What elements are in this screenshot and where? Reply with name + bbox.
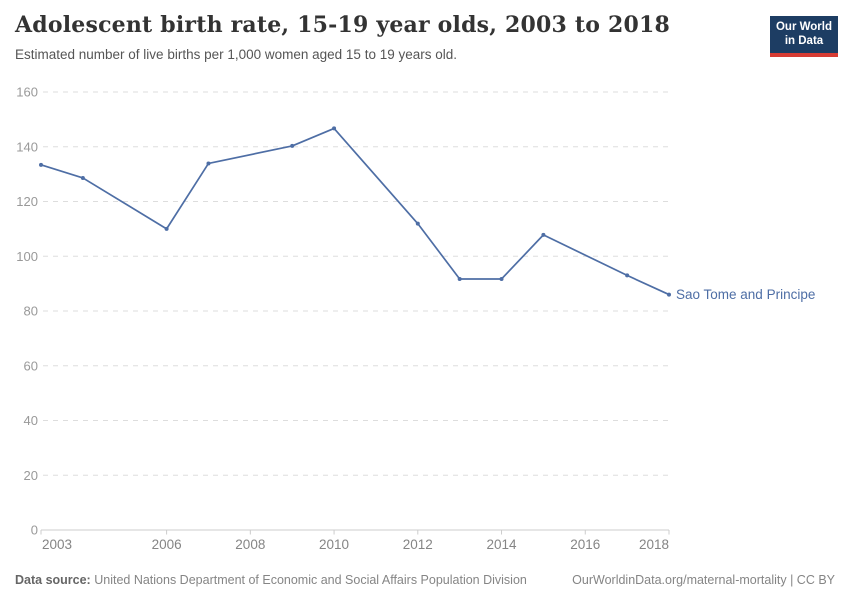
y-tick-label: 100 [16, 249, 38, 264]
line-chart-canvas[interactable]: 0 20 40 60 80 100 120 140 160 2003 2006 2008 2010 201… [0, 80, 850, 555]
owid-logo-line1: Our World [775, 21, 832, 33]
data-point[interactable] [499, 276, 504, 281]
data-point[interactable] [415, 221, 420, 226]
x-tick-label: 2018 [639, 537, 669, 552]
data-point[interactable] [667, 292, 671, 297]
owid-logo-line2: in Data [784, 34, 824, 47]
x-tick-label: 2003 [42, 537, 72, 552]
data-point[interactable] [80, 175, 85, 180]
x-tick-label: 2010 [319, 537, 349, 552]
owid-logo[interactable]: Our World in Data [770, 16, 838, 57]
y-tick-label: 80 [24, 304, 38, 319]
data-point[interactable] [457, 276, 462, 281]
chart-subtitle: Estimated number of live births per 1,00… [15, 46, 457, 62]
y-tick-label: 20 [24, 468, 38, 483]
chart-footer: Data source: United Nations Department o… [15, 572, 835, 588]
data-point[interactable] [290, 143, 295, 148]
data-point[interactable] [206, 161, 211, 166]
data-point[interactable] [332, 126, 337, 131]
x-tick-label: 2008 [235, 537, 265, 552]
x-tick-label: 2016 [570, 537, 600, 552]
y-tick-label: 120 [16, 194, 38, 209]
data-point[interactable] [625, 273, 630, 278]
chart-title: Adolescent birth rate, 15-19 year olds, … [15, 12, 670, 38]
x-tick-label: 2014 [487, 537, 518, 552]
y-tick-label: 0 [31, 523, 38, 538]
x-tick-label: 2006 [152, 537, 182, 552]
data-point[interactable] [541, 232, 546, 237]
x-tick-label: 2012 [403, 537, 433, 552]
data-source: Data source: United Nations Department o… [15, 572, 527, 588]
footer-link[interactable]: OurWorldinData.org/maternal-mortality | … [572, 572, 835, 587]
y-tick-label: 60 [24, 358, 38, 373]
data-point[interactable] [164, 226, 169, 231]
y-tick-label: 40 [24, 413, 38, 428]
chart-header: Adolescent birth rate, 15-19 year olds, … [15, 12, 755, 62]
y-tick-label: 160 [16, 85, 38, 100]
data-point[interactable] [39, 162, 43, 167]
data-source-text: United Nations Department of Economic an… [94, 572, 527, 587]
series-line[interactable] [40, 127, 670, 296]
y-tick-label: 140 [16, 139, 38, 154]
data-source-label: Data source: [15, 572, 91, 587]
series-end-label[interactable]: Sao Tome and Principe [676, 287, 815, 302]
